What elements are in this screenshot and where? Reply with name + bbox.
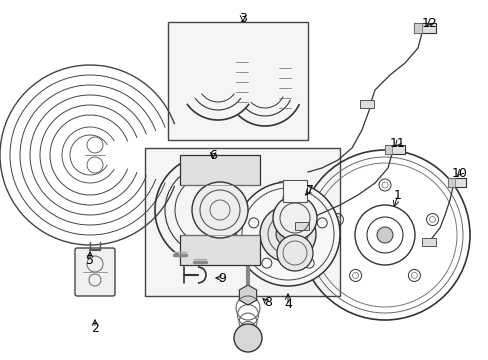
Text: 4: 4 <box>284 298 291 311</box>
Circle shape <box>376 227 392 243</box>
Text: 6: 6 <box>209 149 217 162</box>
FancyBboxPatch shape <box>75 248 115 296</box>
Text: 8: 8 <box>264 297 271 310</box>
Text: 7: 7 <box>305 184 313 197</box>
Bar <box>294 222 308 230</box>
Bar <box>447 178 454 187</box>
Bar <box>283 180 306 202</box>
Bar <box>145 148 339 296</box>
Bar <box>447 178 465 187</box>
Text: 3: 3 <box>239 12 246 24</box>
Text: 5: 5 <box>86 253 94 266</box>
Circle shape <box>272 196 316 240</box>
Bar <box>168 22 307 140</box>
Circle shape <box>192 182 247 238</box>
Text: 11: 11 <box>389 136 405 149</box>
Bar <box>413 23 435 33</box>
Circle shape <box>234 324 262 352</box>
Text: 9: 9 <box>218 271 225 284</box>
Bar <box>180 155 260 185</box>
Circle shape <box>275 222 299 246</box>
Polygon shape <box>239 285 256 305</box>
Text: 10: 10 <box>451 166 467 180</box>
Text: 2: 2 <box>91 321 99 334</box>
Circle shape <box>276 235 312 271</box>
Bar <box>413 23 421 33</box>
Bar <box>359 100 373 108</box>
Circle shape <box>260 206 315 262</box>
Text: 1: 1 <box>393 189 401 202</box>
Circle shape <box>236 182 339 286</box>
Text: 12: 12 <box>421 17 437 30</box>
Bar <box>421 238 435 246</box>
Bar <box>384 145 391 154</box>
Bar <box>180 235 260 265</box>
Bar <box>384 145 404 154</box>
